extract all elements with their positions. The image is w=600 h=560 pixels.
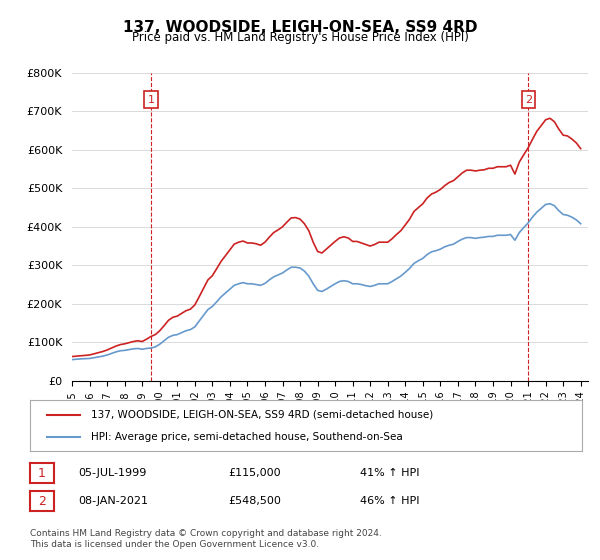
Text: 137, WOODSIDE, LEIGH-ON-SEA, SS9 4RD: 137, WOODSIDE, LEIGH-ON-SEA, SS9 4RD — [123, 20, 477, 35]
Text: Price paid vs. HM Land Registry's House Price Index (HPI): Price paid vs. HM Land Registry's House … — [131, 31, 469, 44]
Text: £115,000: £115,000 — [228, 468, 281, 478]
Text: 41% ↑ HPI: 41% ↑ HPI — [360, 468, 419, 478]
Text: 1: 1 — [148, 95, 155, 105]
Text: 46% ↑ HPI: 46% ↑ HPI — [360, 496, 419, 506]
Text: 2: 2 — [525, 95, 532, 105]
Text: 1: 1 — [38, 466, 46, 480]
Text: 2: 2 — [38, 494, 46, 508]
Text: 08-JAN-2021: 08-JAN-2021 — [78, 496, 148, 506]
Text: 137, WOODSIDE, LEIGH-ON-SEA, SS9 4RD (semi-detached house): 137, WOODSIDE, LEIGH-ON-SEA, SS9 4RD (se… — [91, 409, 433, 419]
Text: HPI: Average price, semi-detached house, Southend-on-Sea: HPI: Average price, semi-detached house,… — [91, 432, 403, 442]
Text: £548,500: £548,500 — [228, 496, 281, 506]
Text: Contains HM Land Registry data © Crown copyright and database right 2024.
This d: Contains HM Land Registry data © Crown c… — [30, 529, 382, 549]
Text: 05-JUL-1999: 05-JUL-1999 — [78, 468, 146, 478]
